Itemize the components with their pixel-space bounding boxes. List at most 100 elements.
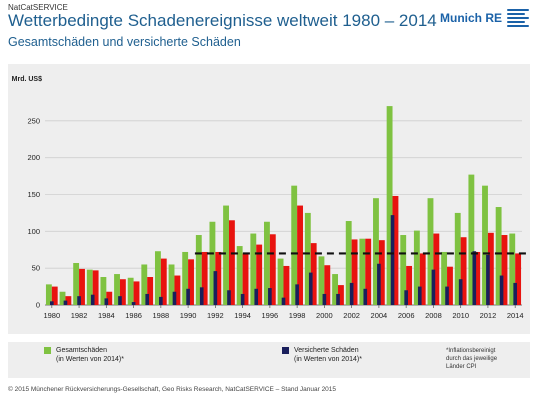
bar-moving-average [392,195,399,305]
x-tick-label: 2008 [425,311,442,320]
bar-total [182,251,189,305]
bar-total [127,277,134,305]
x-tick-label: 1982 [71,311,88,320]
x-tick-label: 2012 [480,311,497,320]
bar-moving-average [460,237,467,305]
y-tick-label: 150 [27,190,40,199]
bar-total [168,264,175,305]
bar-insured [145,293,150,305]
bar-total [373,198,379,305]
bar-moving-average [419,253,426,305]
bar-moving-average [79,268,85,305]
bar-total [318,256,325,305]
logo-mark-icon [507,8,531,30]
bar-insured [63,300,68,305]
bar-insured [49,301,54,305]
bar-total [495,207,502,305]
bar-insured [499,275,504,305]
bar-insured [254,288,259,305]
bar-insured [431,269,436,305]
bar-total [141,264,148,305]
bar-total [304,212,311,305]
y-tick-label: 50 [32,264,40,273]
bar-insured [295,284,299,305]
bar-total [250,233,257,305]
bar-insured [377,263,381,305]
legend-total-swatch [44,347,51,354]
bar-total [427,198,434,305]
bar-insured [118,296,122,305]
bar-total [468,174,475,305]
bar-total [509,233,516,305]
bar-insured [77,296,81,305]
x-tick-label: 2010 [452,311,469,320]
legend-insured-label: Versicherte Schäden (in Werten von 2014)… [294,347,362,363]
bar-total [73,263,80,305]
bar-insured [363,288,368,305]
x-tick-label: 2002 [343,311,360,320]
y-tick-label: 250 [27,116,40,125]
bar-moving-average [256,244,263,305]
bar-moving-average [269,234,276,305]
bar-moving-average [501,235,508,305]
bar-moving-average [297,205,303,305]
bar-moving-average [351,239,358,305]
bar-moving-average [447,266,453,305]
bar-insured [486,254,490,305]
legend-total-label: Gesamtschäden (in Werten von 2014)* [56,347,124,363]
logo-text: Munich RE [440,11,502,25]
x-tick-label: 1984 [98,311,115,320]
bar-moving-average [228,220,235,305]
bar-total [291,185,298,305]
bar-total [332,274,339,305]
bar-total [277,258,284,305]
bar-total [482,185,488,305]
bar-insured [199,287,204,305]
bar-insured [172,291,177,305]
bar-insured [308,272,313,305]
munich-re-logo: Munich RE [440,8,536,30]
x-tick-label: 1990 [180,311,197,320]
bar-moving-average [174,275,181,305]
y-axis-label: Mrd. US$ [12,76,42,83]
bar-insured [131,302,136,305]
x-tick-label: 2006 [398,311,415,320]
bar-total [236,246,243,305]
y-tick-label: 200 [27,153,40,162]
x-tick-label: 2004 [371,311,388,320]
bar-total [45,284,52,305]
bar-insured [281,297,286,305]
bar-total [209,221,216,305]
copyright-footer: © 2015 Münchener Rückversicherungs-Gesel… [8,386,337,393]
bar-insured [458,279,463,305]
y-tick-label: 100 [27,227,40,236]
bar-insured [390,215,395,305]
x-tick-label: 1994 [234,311,251,320]
bar-moving-average [474,251,481,305]
bar-moving-average [51,286,58,305]
bar-insured [349,282,354,305]
bar-moving-average [215,251,222,305]
bar-total [100,277,107,305]
bar-moving-average [133,281,140,305]
chart-subtitle: Gesamtschäden und versicherte Schäden [8,35,241,49]
chart-panel: 0 50 100 150 200 250 1980 1982 1984 1986 1988 1990… [8,64,530,334]
legend: Gesamtschäden (in Werten von 2014)* Vers… [8,342,530,378]
bar-insured [268,288,272,305]
bar-total [345,221,352,305]
bar-insured [417,286,422,305]
bar-moving-average [487,232,494,305]
bar-moving-average [324,265,331,305]
bar-moving-average [378,240,385,305]
bar-moving-average [65,296,72,305]
service-name: NatCatSERVICE [8,3,68,12]
bar-total [114,274,120,305]
bar-moving-average [119,279,126,305]
bar-total [59,291,66,305]
x-tick-label: 2014 [507,311,524,320]
bar-insured [336,293,340,305]
bar-total [400,235,407,305]
bar-moving-average [515,253,522,305]
bar-chart: 0 50 100 150 200 250 1980 1982 1984 1986 1988 1990… [12,76,528,320]
bar-insured [445,286,449,305]
